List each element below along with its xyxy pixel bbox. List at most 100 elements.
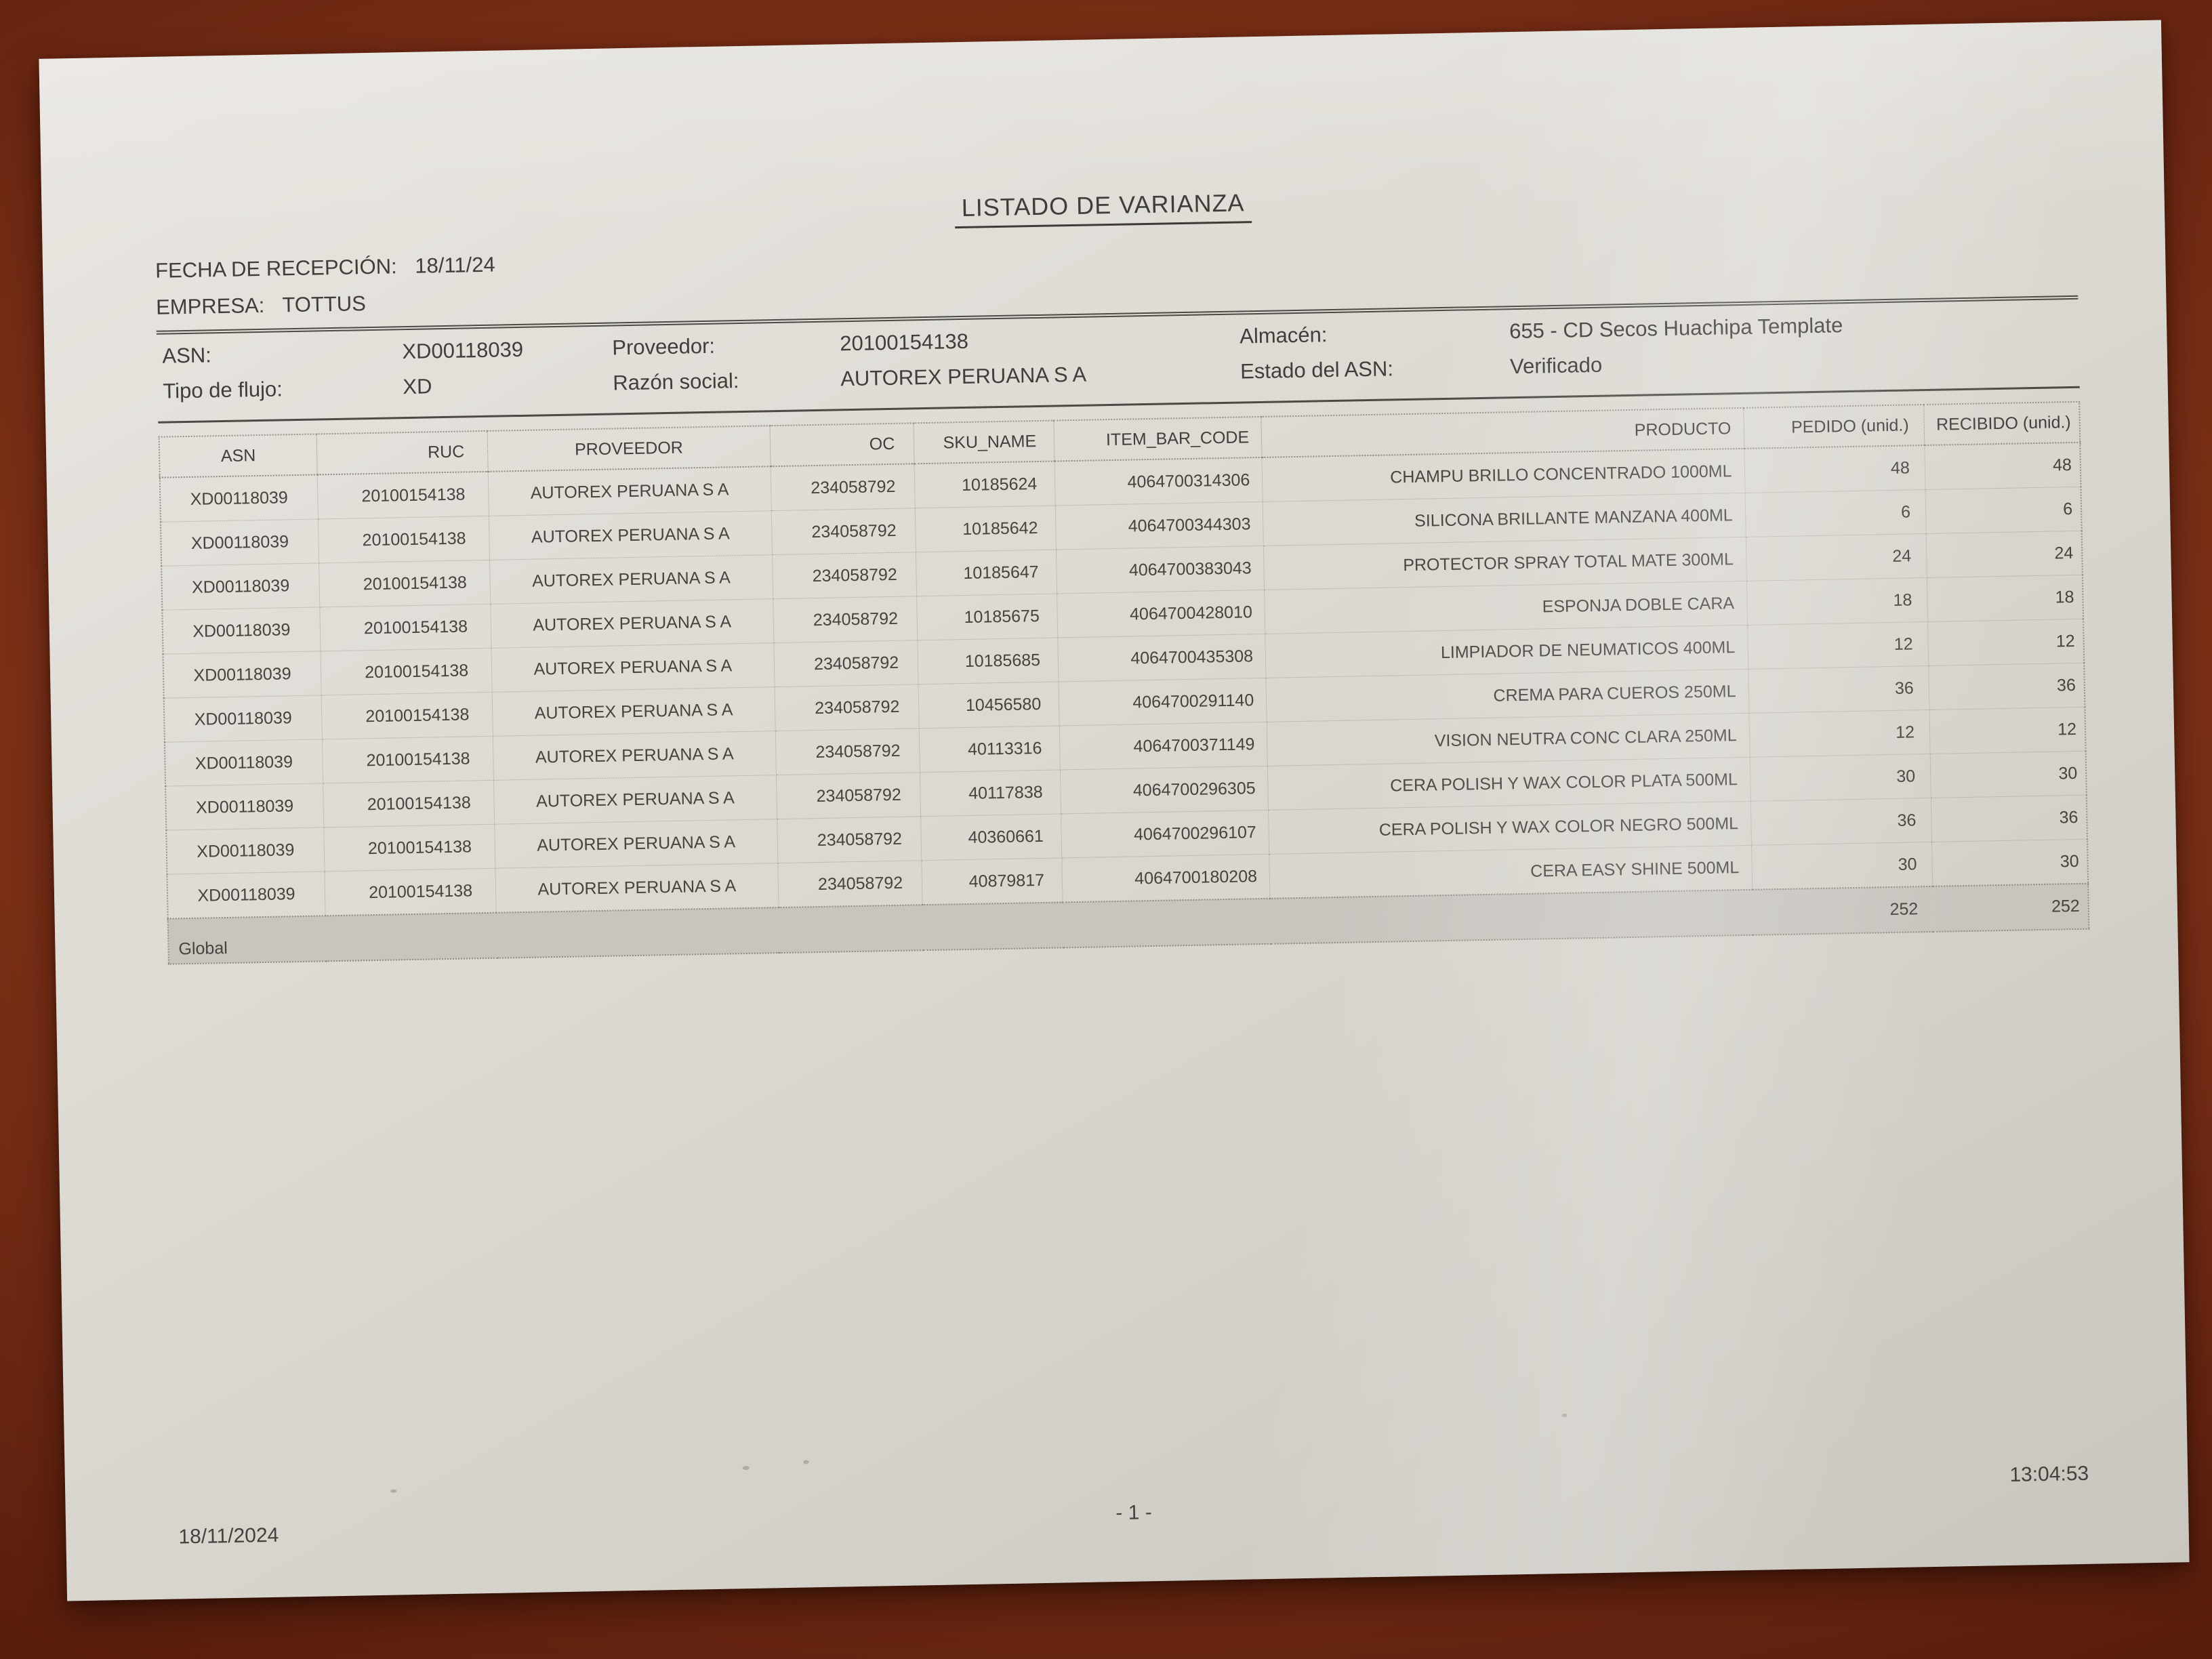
table-cell: 20100154138 bbox=[319, 604, 492, 651]
table-cell: AUTOREX PERUANA S A bbox=[493, 775, 777, 825]
table-cell: 234058792 bbox=[772, 552, 917, 599]
table-cell: 20100154138 bbox=[323, 780, 495, 827]
table-cell: AUTOREX PERUANA S A bbox=[492, 687, 775, 737]
tipo-flujo-label: Tipo de flujo: bbox=[163, 377, 283, 403]
reception-date-value: 18/11/24 bbox=[414, 252, 495, 278]
table-cell: 234058792 bbox=[777, 816, 922, 863]
table-cell: XD00118039 bbox=[163, 651, 322, 699]
table-cell: 4064700435308 bbox=[1057, 634, 1267, 682]
table-cell: XD00118039 bbox=[162, 607, 321, 655]
footer-page-number: - 1 - bbox=[1115, 1501, 1152, 1525]
table-cell: 234058792 bbox=[776, 772, 921, 819]
page-title-text: LISTADO DE VARIANZA bbox=[954, 188, 1252, 229]
variance-table: ASN RUC PROVEEDOR OC SKU_NAME ITEM_BAR_CODE PR… bbox=[158, 401, 2090, 965]
reception-date-label: FECHA DE RECEPCIÓN: bbox=[155, 254, 397, 283]
table-cell: 234058792 bbox=[777, 860, 923, 908]
table-cell: XD00118039 bbox=[166, 827, 325, 875]
table-cell: 10185624 bbox=[914, 461, 1056, 508]
table-cell: 24 bbox=[1745, 533, 1927, 581]
table-cell: 10185675 bbox=[916, 593, 1058, 640]
paper-speck bbox=[742, 1466, 750, 1471]
asn-label: ASN: bbox=[162, 343, 212, 368]
table-cell: 4064700296107 bbox=[1061, 810, 1269, 858]
table-cell: 234058792 bbox=[770, 464, 916, 511]
table-cell: XD00118039 bbox=[161, 562, 320, 611]
document-paper: LISTADO DE VARIANZA FECHA DE RECEPCIÓN: … bbox=[39, 20, 2190, 1601]
footer-time: 13:04:53 bbox=[2009, 1462, 2089, 1486]
table-cell: 24 bbox=[1926, 531, 2083, 578]
table-cell: AUTOREX PERUANA S A bbox=[495, 863, 779, 913]
table-cell: 20100154138 bbox=[319, 560, 491, 607]
table-cell: 18 bbox=[1927, 575, 2084, 622]
total-recibido: 252 bbox=[1932, 883, 2089, 932]
table-cell: 40117838 bbox=[920, 769, 1061, 817]
table-cell: 20100154138 bbox=[318, 516, 490, 563]
table-cell: 4064700296305 bbox=[1060, 766, 1269, 814]
table-cell: 18 bbox=[1746, 577, 1928, 626]
table-cell: 234058792 bbox=[774, 684, 920, 731]
table-cell: XD00118039 bbox=[164, 739, 323, 787]
estado-asn-value: Verificado bbox=[1509, 352, 1603, 379]
table-cell: 30 bbox=[1749, 754, 1931, 802]
table-cell: AUTOREX PERUANA S A bbox=[493, 731, 777, 781]
table-cell: 4064700180208 bbox=[1061, 854, 1271, 903]
company-value: TOTTUS bbox=[282, 291, 367, 317]
column-header: PEDIDO (unid.) bbox=[1743, 405, 1925, 449]
column-header: RECIBIDO (unid.) bbox=[1923, 401, 2081, 445]
tipo-flujo-value: XD bbox=[403, 374, 432, 399]
asn-value: XD00118039 bbox=[402, 337, 524, 364]
table-cell: 234058792 bbox=[775, 728, 920, 775]
table-cell: 234058792 bbox=[773, 596, 918, 643]
table-cell: AUTOREX PERUANA S A bbox=[488, 466, 771, 516]
table-cell: AUTOREX PERUANA S A bbox=[489, 510, 773, 560]
column-header: SKU_NAME bbox=[914, 420, 1055, 464]
table-cell: 4064700383043 bbox=[1056, 546, 1265, 594]
table-cell: 20100154138 bbox=[324, 868, 497, 916]
table-cell: XD00118039 bbox=[167, 871, 326, 919]
table-cell: 4064700371149 bbox=[1059, 722, 1268, 770]
proveedor-label: Proveedor: bbox=[612, 333, 716, 360]
razon-social-value: AUTOREX PERUANA S A bbox=[840, 362, 1087, 391]
table-cell: AUTOREX PERUANA S A bbox=[490, 598, 774, 649]
table-cell: 48 bbox=[1744, 445, 1925, 493]
table-cell: 10185642 bbox=[915, 506, 1057, 552]
table-cell: 20100154138 bbox=[321, 692, 493, 739]
table-cell: 48 bbox=[1924, 442, 2081, 490]
almacen-value: 655 - CD Secos Huachipa Template bbox=[1509, 313, 1843, 344]
estado-asn-label: Estado del ASN: bbox=[1240, 356, 1394, 384]
table-cell: XD00118039 bbox=[165, 783, 324, 831]
column-header: ASN bbox=[159, 434, 318, 478]
company-line: EMPRESA: TOTTUS bbox=[156, 291, 366, 320]
paper-speck bbox=[803, 1460, 809, 1465]
table-cell: 12 bbox=[1748, 710, 1931, 758]
page-footer: 18/11/2024 - 1 - 13:04:53 bbox=[178, 1462, 2089, 1549]
table-cell: 4064700291140 bbox=[1059, 678, 1267, 726]
table-cell: XD00118039 bbox=[160, 518, 319, 567]
table-cell: 20100154138 bbox=[317, 471, 489, 519]
table-cell: 20100154138 bbox=[322, 736, 494, 783]
company-label: EMPRESA: bbox=[155, 293, 265, 319]
page-title: LISTADO DE VARIANZA bbox=[42, 171, 2165, 239]
table-cell: 40360661 bbox=[920, 813, 1062, 861]
table-cell: 36 bbox=[1750, 798, 1932, 846]
proveedor-value: 20100154138 bbox=[839, 329, 969, 356]
table-cell: 4064700344303 bbox=[1055, 501, 1264, 550]
table-cell: XD00118039 bbox=[163, 695, 323, 743]
table-cell: XD00118039 bbox=[159, 474, 319, 523]
table-cell: AUTOREX PERUANA S A bbox=[489, 554, 773, 605]
table-cell: 20100154138 bbox=[323, 824, 496, 872]
table-cell: 10185647 bbox=[916, 550, 1057, 596]
total-pedido: 252 bbox=[1752, 886, 1933, 935]
table-cell: 20100154138 bbox=[320, 648, 493, 695]
table-cell: 30 bbox=[1751, 842, 1933, 890]
table-cell: 10185685 bbox=[918, 637, 1059, 684]
column-header: RUC bbox=[316, 430, 489, 475]
table-cell: 4064700314306 bbox=[1054, 457, 1263, 506]
paper-speck bbox=[390, 1489, 397, 1493]
reception-date-line: FECHA DE RECEPCIÓN: 18/11/24 bbox=[155, 253, 495, 283]
almacen-label: Almacén: bbox=[1239, 323, 1328, 348]
column-header: ITEM_BAR_CODE bbox=[1054, 416, 1263, 462]
table-cell: 30 bbox=[1931, 839, 2089, 886]
column-header: PROVEEDOR bbox=[487, 426, 771, 472]
